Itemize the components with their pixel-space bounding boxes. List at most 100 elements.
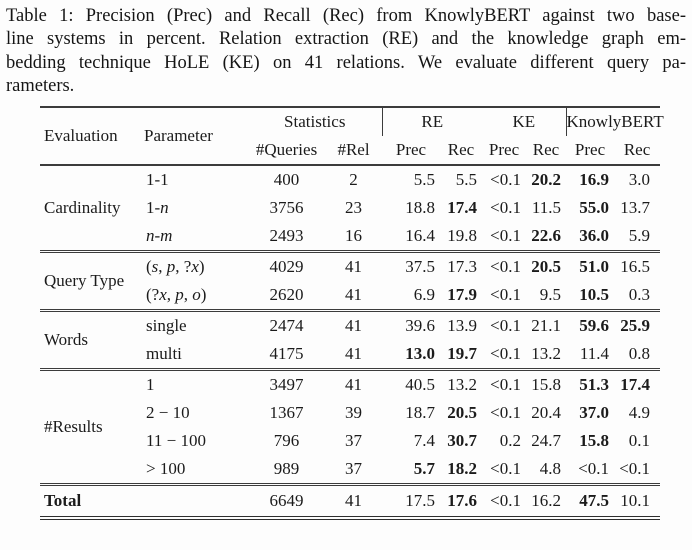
cell-metric: 20.4	[531, 403, 562, 422]
cell-evaluation: #Results	[44, 417, 103, 436]
cell-metric: 18.2	[447, 459, 478, 478]
cell-metric: 24.7	[531, 431, 562, 450]
cell-metric: <0.1	[578, 459, 610, 478]
table-row: (?x, p, o) 2620 41 6.9 17.9 <0.1 9.5 10.5 0.3	[40, 281, 660, 311]
cell-parameter: 1-1	[146, 170, 169, 189]
cell-total-label: Total	[44, 491, 82, 510]
col-header-ke-rec: Rec	[532, 140, 560, 159]
cell-metric: 10.1	[620, 491, 651, 510]
cell-metric: 20.2	[531, 170, 562, 189]
col-header-kb-prec: Prec	[574, 140, 606, 159]
cell-queries: 4029	[269, 257, 304, 276]
cell-metric: 13.2	[447, 375, 478, 394]
section-results: #Results 1 3497 41 40.5 13.2 <0.1 15.8 51.3 17.4 2…	[40, 369, 661, 485]
cell-metric: 55.0	[579, 198, 610, 217]
cell-metric: 7.4	[413, 431, 435, 450]
group-header-re: RE	[381, 107, 483, 136]
cell-queries: 2493	[269, 226, 304, 245]
col-header-rel: #Rel	[337, 140, 370, 159]
cell-queries: 400	[273, 170, 300, 189]
table-caption: Table 1: Precision (Prec) and Recall (Re…	[6, 5, 686, 99]
col-header-parameter: Parameter	[144, 126, 213, 145]
cell-metric: 17.4	[447, 198, 478, 217]
col-header-re-prec: Prec	[395, 140, 427, 159]
table-row: Cardinality 1-1 400 2 5.5 5.5 <0.1 20.2 16.9 3.0	[40, 165, 660, 217]
cell-metric: 37.5	[405, 257, 435, 276]
cell-rel: 41	[345, 285, 362, 304]
cell-parameter: 1-n	[146, 198, 169, 217]
header-sub-row: #Queries #Rel Prec Rec Prec Rec Prec Rec	[40, 136, 660, 165]
cell-rel: 41	[345, 316, 362, 335]
cell-parameter: 2 − 10	[146, 403, 190, 422]
cell-metric: <0.1	[619, 459, 651, 478]
table-row: 2 − 10 1367 39 18.7 20.5 <0.1 20.4 37.0 4.9	[40, 399, 660, 427]
cell-rel: 37	[345, 459, 362, 478]
section-cardinality: Cardinality 1-1 400 2 5.5 5.5 <0.1 20.2 16.9 3.0 1…	[40, 165, 660, 252]
cell-queries: 796	[273, 431, 300, 450]
cell-metric: 51.3	[579, 375, 610, 394]
cell-metric: <0.1	[490, 344, 522, 363]
cell-metric: 15.8	[531, 375, 562, 394]
cell-metric: 6.9	[413, 285, 435, 304]
cell-queries: 989	[273, 459, 300, 478]
cell-metric: 21.1	[531, 316, 562, 335]
caption-line: bedding technique HoLE (KE) on 41 relati…	[6, 52, 686, 73]
cell-rel: 41	[345, 375, 362, 394]
cell-rel: 16	[345, 226, 362, 245]
group-header-ke: KE	[512, 112, 536, 131]
cell-metric: 47.5	[579, 491, 610, 510]
caption-line: line systems in percent. Relation extrac…	[6, 29, 686, 50]
cell-rel: 39	[345, 403, 362, 422]
cell-parameter: > 100	[146, 459, 186, 478]
cell-metric: 16.4	[405, 226, 435, 245]
table-row: #Results 1 3497 41 40.5 13.2 <0.1 15.8 51.3 17.4	[40, 370, 660, 436]
cell-metric: 3.0	[628, 170, 651, 189]
cell-metric: <0.1	[490, 403, 522, 422]
cell-metric: 16.2	[531, 491, 562, 510]
cell-metric: 40.5	[405, 375, 435, 394]
cell-metric: <0.1	[490, 226, 522, 245]
col-header-kb-rec: Rec	[623, 140, 651, 159]
group-header-knowlybert: KnowlyBERT	[565, 107, 664, 136]
cell-evaluation: Words	[44, 330, 88, 349]
cell-queries: 2474	[269, 316, 304, 335]
cell-metric: 13.9	[447, 316, 478, 335]
cell-metric: 11.4	[579, 344, 610, 363]
cell-metric: 17.3	[447, 257, 478, 276]
table-row: multi 4175 41 13.0 19.7 <0.1 13.2 11.4 0.8	[40, 340, 660, 370]
table-row: Query Type (s, p, ?x) 4029 41 37.5 17.3 <0.1 20…	[40, 252, 660, 290]
cell-evaluation: Cardinality	[44, 198, 121, 217]
cell-metric: 17.6	[447, 491, 478, 510]
cell-rel: 41	[345, 257, 362, 276]
cell-metric: 0.2	[499, 431, 522, 450]
cell-metric: <0.1	[490, 170, 522, 189]
cell-evaluation: Query Type	[44, 271, 125, 290]
cell-metric: 20.5	[447, 403, 478, 422]
cell-metric: 0.8	[628, 344, 651, 363]
col-header-re-rec: Rec	[447, 140, 475, 159]
cell-parameter: single	[146, 316, 187, 335]
cell-metric: <0.1	[490, 316, 522, 335]
cell-metric: <0.1	[490, 285, 522, 304]
cell-metric: 0.3	[628, 285, 651, 304]
cell-parameter: multi	[146, 344, 182, 363]
cell-queries: 3497	[269, 375, 304, 394]
cell-metric: 16.5	[620, 257, 651, 276]
cell-queries: 4175	[269, 344, 304, 363]
cell-metric: 13.7	[620, 198, 651, 217]
cell-rel: 41	[345, 344, 362, 363]
cell-metric: 4.8	[539, 459, 562, 478]
cell-parameter: (s, p, ?x)	[146, 257, 205, 276]
cell-metric: 4.9	[628, 403, 651, 422]
cell-metric: 51.0	[579, 257, 610, 276]
cell-metric: 11.5	[531, 198, 562, 217]
cell-metric: 25.9	[620, 316, 651, 335]
cell-metric: <0.1	[490, 375, 522, 394]
results-table: Evaluation Parameter Statistics RE KE Kn…	[40, 106, 664, 520]
cell-metric: 17.5	[405, 491, 435, 510]
col-header-queries: #Queries	[255, 140, 318, 159]
group-header-statistics: Statistics	[284, 112, 346, 131]
cell-metric: 15.8	[579, 431, 610, 450]
table-row: 11 − 100 796 37 7.4 30.7 0.2 24.7 15.8 0.1	[40, 427, 660, 455]
